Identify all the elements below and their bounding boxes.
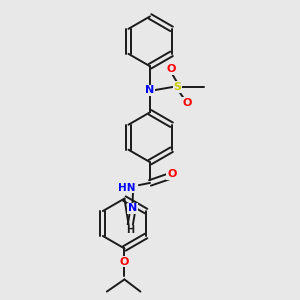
Text: O: O xyxy=(167,169,176,179)
Text: O: O xyxy=(182,98,191,108)
Text: HN: HN xyxy=(118,183,136,193)
Text: N: N xyxy=(128,203,137,214)
Text: S: S xyxy=(173,82,181,92)
Text: H: H xyxy=(126,225,134,235)
Text: N: N xyxy=(146,85,154,95)
Text: O: O xyxy=(120,257,129,267)
Text: O: O xyxy=(167,64,176,74)
